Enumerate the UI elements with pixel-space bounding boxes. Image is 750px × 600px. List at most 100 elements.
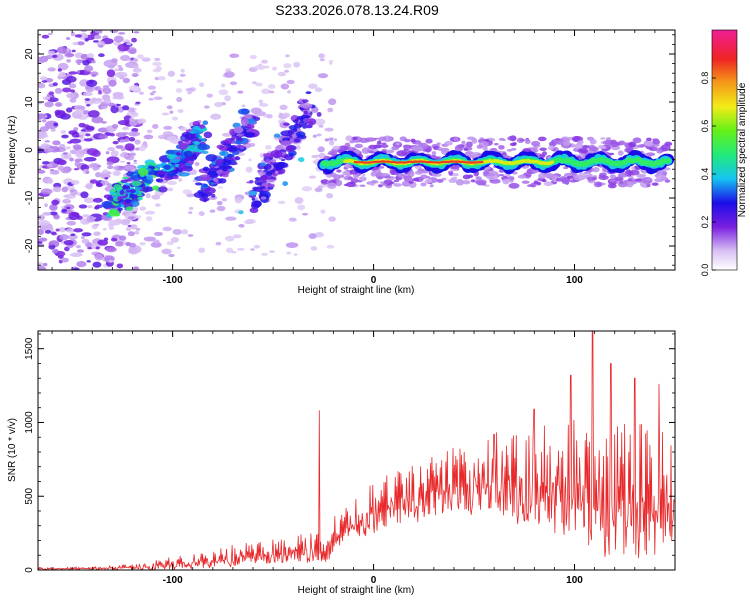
spectrogram-haze-blob	[241, 104, 246, 108]
spectrogram-cluster-blob	[194, 141, 200, 146]
main-band-halo	[607, 183, 617, 189]
spectrogram-cluster-blob	[273, 162, 285, 169]
spectrogram-haze-blob	[328, 60, 334, 63]
spectrogram-noise-blob	[117, 64, 122, 68]
main-band-halo	[455, 179, 465, 186]
spectrogram-cluster-blob	[136, 193, 143, 197]
main-band-halo	[589, 138, 597, 145]
spectrogram-noise-blob	[47, 50, 56, 56]
spectrogram-noise-blob	[55, 228, 60, 232]
spectrogram-noise-blob	[87, 205, 93, 209]
spectrogram-haze-blob	[229, 53, 240, 58]
spectrogram-haze-blob	[198, 211, 205, 216]
spectrogram-noise-blob	[85, 125, 95, 131]
main-band-halo	[336, 169, 342, 173]
main-band-halo	[656, 149, 663, 154]
main-band-halo	[484, 184, 490, 187]
spectrogram-knot	[134, 186, 143, 191]
spectrogram-cluster-blob	[124, 198, 132, 203]
spectrogram-noise-blob	[42, 212, 52, 216]
spectrogram-cluster-blob	[166, 154, 174, 160]
spectrogram-cluster-blob	[167, 170, 177, 178]
spectrogram-noise-blob	[135, 101, 141, 104]
spectrogram-cluster-blob	[113, 184, 122, 189]
spectrogram-noise-blob	[102, 85, 110, 89]
spectrogram-haze-blob	[317, 73, 329, 79]
spectrogram-knot	[180, 155, 186, 160]
main-band-halo	[441, 177, 447, 181]
spectrogram-noise-blob	[61, 257, 69, 263]
main-band-halo	[444, 141, 453, 146]
spectrogram-noise-blob	[41, 34, 50, 39]
main-band-halo	[377, 140, 382, 145]
spectrogram-haze-blob	[284, 69, 290, 73]
spectrogram-noise-blob	[106, 161, 114, 166]
spectrogram-noise-blob	[74, 34, 82, 38]
main-band-halo	[537, 136, 547, 142]
spectrogram-cluster-blob	[124, 182, 131, 186]
spectrogram-x-tick-label: 100	[566, 275, 583, 286]
main-band-halo	[346, 181, 356, 188]
spectrogram-haze-blob	[286, 79, 295, 85]
spectrogram-noise-blob	[56, 159, 67, 166]
spectrogram-haze-blob	[285, 242, 299, 249]
spectrogram-noise-blob	[126, 42, 132, 46]
snr-series-line	[38, 331, 675, 570]
main-band-halo	[429, 184, 434, 188]
main-band-halo	[463, 147, 469, 151]
spectrogram-noise-blob	[74, 161, 81, 167]
spectrogram-haze-blob	[214, 101, 223, 108]
main-band-halo	[563, 166, 569, 170]
spectrogram-noise-blob	[66, 206, 71, 210]
main-band-halo	[475, 176, 482, 181]
snr-x-tick-label: -100	[163, 575, 183, 586]
main-band-halo	[431, 172, 442, 177]
spectrogram-noise-blob	[116, 103, 121, 107]
spectrogram-haze-blob	[225, 235, 235, 242]
spectrogram-noise-blob	[64, 246, 70, 252]
colorbar-tick-label: 0.8	[700, 72, 710, 85]
spectrogram-haze-blob	[150, 241, 162, 248]
spectrogram-cluster-blob	[260, 196, 267, 200]
spectrogram-noise-blob	[54, 102, 63, 107]
spectrogram-haze-blob	[283, 63, 292, 69]
spectrogram-noise-blob	[106, 165, 114, 170]
snr-plot-area	[38, 331, 675, 570]
spectrogram-noise-blob	[105, 246, 117, 253]
spectrogram-haze-blob	[237, 90, 244, 94]
spectrogram-cluster-blob	[151, 185, 160, 191]
spectrogram-noise-blob	[65, 228, 75, 233]
spectrogram-haze-blob	[215, 241, 222, 246]
spectrogram-noise-blob	[73, 167, 80, 171]
spectrogram-cluster-blob	[263, 153, 273, 158]
spectrogram-cluster-blob	[229, 141, 236, 144]
main-band-halo	[562, 140, 571, 147]
spectrogram-noise-blob	[119, 139, 126, 143]
spectrogram-noise-blob	[108, 259, 114, 263]
spectrogram-haze-blob	[318, 53, 325, 59]
main-band-halo	[569, 179, 577, 183]
spectrogram-haze-blob	[161, 112, 170, 116]
spectrogram-noise-blob	[43, 135, 49, 138]
colorbar-tick-label: 0.4	[700, 168, 710, 181]
spectrogram-noise-blob	[75, 59, 82, 64]
spectrogram-noise-blob	[128, 137, 136, 142]
spectrogram-haze-blob	[145, 193, 151, 199]
spectrogram-haze-blob	[253, 244, 261, 249]
spectrogram-haze-blob	[309, 175, 317, 179]
spectrogram-haze-blob	[157, 76, 166, 81]
spectrogram-haze-blob	[145, 216, 153, 222]
spectrogram-haze-blob	[316, 133, 322, 137]
spectrogram-noise-blob	[134, 230, 140, 235]
spectrogram-noise-blob	[92, 197, 103, 203]
main-band-halo	[467, 174, 474, 179]
main-band-halo	[344, 183, 349, 187]
main-band-halo	[574, 142, 584, 150]
spectrogram-cluster-blob	[146, 175, 154, 181]
main-band-halo	[636, 173, 643, 178]
main-band-halo	[493, 142, 499, 146]
spectrogram-cluster-blob	[298, 121, 305, 124]
spectrogram-noise-blob	[68, 71, 78, 75]
spectrogram-noise-blob	[102, 227, 107, 231]
